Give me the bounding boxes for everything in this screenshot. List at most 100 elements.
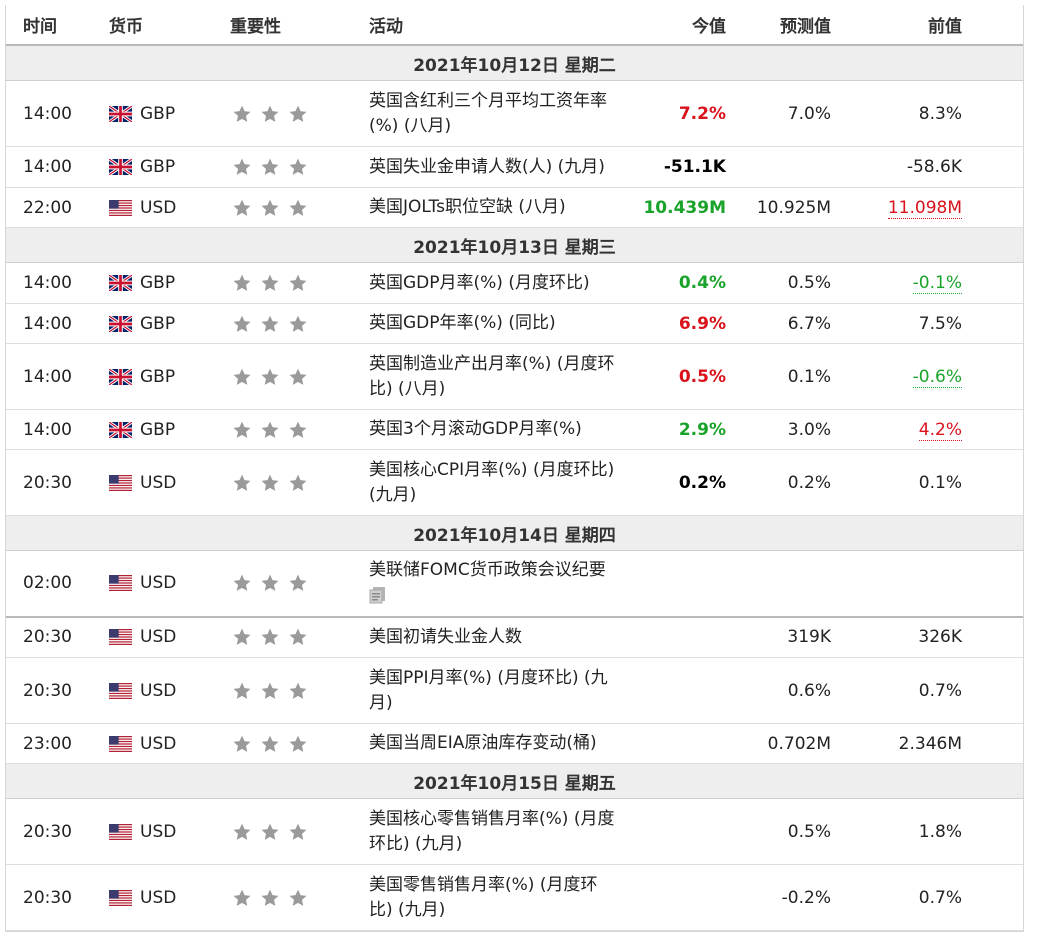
event-name[interactable]: 美国初请失业金人数 [369, 626, 522, 647]
event-time: 14:00 [6, 262, 109, 304]
importance-cell [211, 449, 351, 516]
previous-value: 326K [831, 616, 962, 658]
event-time: 22:00 [6, 187, 109, 228]
event-cell[interactable]: 美国核心零售销售月率(%) (月度环比) (九月) [351, 798, 623, 865]
event-cell[interactable]: 英国含红利三个月平均工资年率(%) (八月) [351, 80, 623, 147]
event-cell[interactable]: 英国失业金申请人数(人) (九月) [351, 146, 623, 188]
previous-value: 2.346M [831, 723, 962, 764]
table-row[interactable]: 22:00 USD 美国JOLTs职位空缺 (八月) 10.439M 10.925M 11… [6, 187, 1023, 228]
document-icon[interactable] [369, 586, 387, 604]
forecast-value: 6.7% [726, 303, 831, 344]
event-cell[interactable]: 美国零售销售月率(%) (月度环比) (九月) [351, 864, 623, 931]
forecast-value [726, 550, 831, 618]
previous-value-text: 0.7% [918, 680, 962, 701]
header-time[interactable]: 时间 [6, 5, 109, 46]
previous-value-text: -58.6K [906, 157, 962, 177]
event-name[interactable]: 美联储FOMC货币政策会议纪要 [369, 560, 606, 581]
event-name[interactable]: 美国JOLTs职位空缺 (八月) [369, 197, 566, 217]
star-icon [288, 888, 308, 908]
event-cell[interactable]: 英国GDP年率(%) (同比) [351, 303, 623, 344]
star-icon [260, 681, 280, 701]
actual-value [623, 616, 726, 658]
event-name[interactable]: 英国GDP月率(%) (月度环比) [369, 272, 590, 293]
event-name[interactable]: 英国制造业产出月率(%) (月度环比) (八月) [369, 353, 615, 399]
table-row[interactable]: 14:00 GBP 英国失业金申请人数(人) (九月) -51.1K -58.6K [6, 146, 1023, 188]
previous-value-text: 0.1% [918, 472, 962, 493]
event-time: 14:00 [6, 409, 109, 450]
event-cell[interactable]: 美国PPI月率(%) (月度环比) (九月) [351, 657, 623, 724]
currency-code: GBP [140, 419, 176, 440]
table-row[interactable]: 20:30 USD 美国核心CPI月率(%) (月度环比) (九月) 0.2% 0.2%… [6, 449, 1023, 516]
importance-cell [211, 550, 351, 618]
table-row[interactable]: 20:30 USD 美国初请失业金人数 319K 326K [6, 616, 1023, 658]
header-actual[interactable]: 今值 [623, 5, 726, 46]
event-name[interactable]: 美国PPI月率(%) (月度环比) (九月) [369, 667, 608, 713]
event-cell[interactable]: 美国当周EIA原油库存变动(桶) [351, 723, 623, 764]
event-name[interactable]: 英国3个月滚动GDP月率(%) [369, 419, 582, 439]
previous-value-text[interactable]: -0.6% [912, 366, 962, 388]
event-cell[interactable]: 英国GDP月率(%) (月度环比) [351, 262, 623, 304]
table-row[interactable]: 20:30 USD 美国零售销售月率(%) (月度环比) (九月) -0.2% 0.7% [6, 864, 1023, 931]
table-body: 2021年10月12日 星期二 14:00 GBP 英国含红利三个月平均工资年率(%)… [6, 44, 1023, 931]
event-cell[interactable]: 英国制造业产出月率(%) (月度环比) (八月) [351, 343, 623, 410]
event-name[interactable]: 美国当周EIA原油库存变动(桶) [369, 733, 597, 753]
table-row[interactable]: 20:30 USD 美国PPI月率(%) (月度环比) (九月) 0.6% 0.7% [6, 657, 1023, 724]
header-forecast[interactable]: 预测值 [726, 5, 831, 46]
event-cell[interactable]: 美国核心CPI月率(%) (月度环比) (九月) [351, 449, 623, 516]
uk-flag-icon [108, 273, 133, 293]
date-label: 2021年10月14日 星期四 [6, 515, 1023, 551]
forecast-value: -0.2% [726, 864, 831, 931]
table-row[interactable]: 14:00 GBP 英国GDP年率(%) (同比) 6.9% 6.7% 7.5% [6, 303, 1023, 344]
currency-code: USD [140, 733, 177, 754]
previous-value-text[interactable]: 11.098M [887, 197, 962, 219]
currency-cell: USD [109, 657, 211, 724]
table-row[interactable]: 02:00 USD 美联储FOMC货币政策会议纪要 [6, 550, 1023, 618]
event-name[interactable]: 英国失业金申请人数(人) (九月) [369, 156, 605, 177]
star-icon [260, 157, 280, 177]
importance-cell [211, 80, 351, 147]
table-row[interactable]: 14:00 GBP 英国3个月滚动GDP月率(%) 2.9% 3.0% 4.2% [6, 409, 1023, 450]
table-row[interactable]: 23:00 USD 美国当周EIA原油库存变动(桶) 0.702M 2.346M [6, 723, 1023, 764]
event-name[interactable]: 美国零售销售月率(%) (月度环比) (九月) [369, 874, 598, 920]
previous-value: -0.1% [831, 262, 962, 304]
us-flag-icon [109, 735, 132, 752]
header-previous[interactable]: 前值 [831, 5, 962, 46]
uk-flag-icon [108, 104, 133, 123]
previous-value: 7.5% [831, 303, 962, 344]
header-importance[interactable]: 重要性 [211, 5, 351, 46]
forecast-value: 0.702M [726, 723, 831, 764]
previous-value-text[interactable]: 4.2% [918, 419, 962, 441]
event-cell[interactable]: 美联储FOMC货币政策会议纪要 [351, 550, 623, 618]
event-time: 20:30 [6, 798, 109, 865]
actual-value: -51.1K [623, 146, 726, 188]
star-icon [288, 420, 308, 440]
table-row[interactable]: 20:30 USD 美国核心零售销售月率(%) (月度环比) (九月) 0.5% 1.8… [6, 798, 1023, 865]
event-name[interactable]: 美国核心CPI月率(%) (月度环比) (九月) [369, 459, 615, 505]
row-spacer [962, 343, 1023, 410]
date-label: 2021年10月13日 星期三 [6, 227, 1023, 263]
star-icon [288, 198, 308, 218]
importance-cell [211, 187, 351, 228]
previous-value-text: 2.346M [898, 733, 962, 754]
row-spacer [962, 798, 1023, 865]
event-name[interactable]: 英国含红利三个月平均工资年率(%) (八月) [369, 90, 607, 136]
importance-cell [211, 798, 351, 865]
event-cell[interactable]: 英国3个月滚动GDP月率(%) [351, 409, 623, 450]
event-name[interactable]: 英国GDP年率(%) (同比) [369, 313, 556, 333]
date-label: 2021年10月15日 星期五 [6, 763, 1023, 799]
event-name[interactable]: 美国核心零售销售月率(%) (月度环比) (九月) [369, 808, 615, 854]
previous-value-text[interactable]: -0.1% [912, 273, 962, 294]
event-cell[interactable]: 美国JOLTs职位空缺 (八月) [351, 187, 623, 228]
row-spacer [962, 550, 1023, 618]
table-row[interactable]: 14:00 GBP 英国GDP月率(%) (月度环比) 0.4% 0.5% -0.1% [6, 262, 1023, 304]
table-row[interactable]: 14:00 GBP 英国含红利三个月平均工资年率(%) (八月) 7.2% 7.0% 8.… [6, 80, 1023, 147]
table-row[interactable]: 14:00 GBP 英国制造业产出月率(%) (月度环比) (八月) 0.5% 0.1%… [6, 343, 1023, 410]
previous-value: 0.1% [831, 449, 962, 516]
previous-value-text: 1.8% [918, 821, 962, 842]
importance-cell [211, 146, 351, 188]
importance-cell [211, 723, 351, 764]
header-currency[interactable]: 货币 [109, 5, 211, 46]
header-event[interactable]: 活动 [351, 5, 623, 46]
event-cell[interactable]: 美国初请失业金人数 [351, 616, 623, 658]
us-flag-icon [109, 823, 132, 840]
